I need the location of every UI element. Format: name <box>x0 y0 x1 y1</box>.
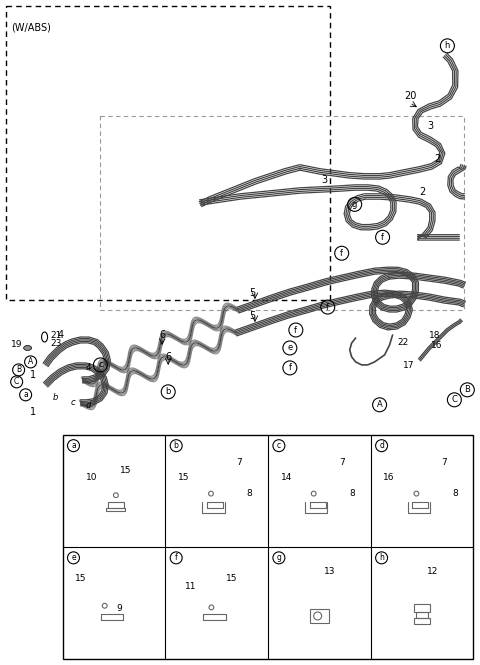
Text: 12: 12 <box>427 567 438 576</box>
Text: b: b <box>166 387 171 396</box>
Text: h: h <box>379 553 384 563</box>
Text: d: d <box>86 401 91 410</box>
Text: e: e <box>71 553 76 563</box>
Bar <box>414 604 430 612</box>
Text: f: f <box>288 363 291 372</box>
Text: C: C <box>452 395 457 404</box>
Text: g: g <box>276 553 281 563</box>
Text: 15: 15 <box>178 473 190 482</box>
Text: f: f <box>175 553 178 563</box>
Bar <box>62 435 473 659</box>
Text: 18: 18 <box>430 331 441 340</box>
Text: d: d <box>379 441 384 450</box>
Text: f: f <box>340 249 343 258</box>
Bar <box>310 608 329 623</box>
Bar <box>6 6 330 300</box>
Text: f: f <box>326 303 329 312</box>
Text: c: c <box>277 441 281 450</box>
Text: 20: 20 <box>405 90 417 100</box>
Text: 21: 21 <box>50 331 62 340</box>
Text: 17: 17 <box>403 361 415 370</box>
Text: c: c <box>98 360 103 369</box>
Text: f: f <box>294 325 297 334</box>
Text: 4: 4 <box>85 363 91 372</box>
Text: 15: 15 <box>75 574 87 583</box>
Text: b: b <box>174 441 179 450</box>
Text: 6: 6 <box>159 330 165 340</box>
Text: 7: 7 <box>339 458 345 467</box>
Text: h: h <box>444 41 450 51</box>
Text: B: B <box>16 365 21 374</box>
Text: 8: 8 <box>452 489 458 497</box>
Text: 6: 6 <box>165 352 171 362</box>
Text: 10: 10 <box>85 473 97 482</box>
Ellipse shape <box>24 345 32 350</box>
Text: 19: 19 <box>11 340 23 349</box>
Text: A: A <box>28 357 33 366</box>
Text: 7: 7 <box>236 458 242 467</box>
Text: 23: 23 <box>50 339 62 348</box>
Text: 11: 11 <box>185 582 197 591</box>
Text: C: C <box>14 377 19 386</box>
Text: 2: 2 <box>420 188 426 198</box>
Text: 4: 4 <box>58 330 63 340</box>
Text: a: a <box>23 390 28 399</box>
Text: B: B <box>465 385 470 394</box>
Text: 16: 16 <box>384 473 395 482</box>
Text: 15: 15 <box>226 574 238 583</box>
Text: 2: 2 <box>434 154 441 164</box>
Text: (W/ABS): (W/ABS) <box>11 23 50 33</box>
Text: 5: 5 <box>249 311 255 321</box>
Text: 13: 13 <box>324 567 336 576</box>
Bar <box>414 618 430 624</box>
Text: 5: 5 <box>249 288 255 298</box>
Bar <box>416 612 428 618</box>
Text: f: f <box>381 233 384 242</box>
Text: 3: 3 <box>322 176 328 186</box>
Text: 14: 14 <box>281 473 292 482</box>
Text: 9: 9 <box>116 604 122 613</box>
Text: 1: 1 <box>30 407 36 417</box>
Text: a: a <box>71 441 76 450</box>
Text: 7: 7 <box>442 458 447 467</box>
Text: 22: 22 <box>397 338 409 347</box>
Text: 3: 3 <box>428 120 433 130</box>
Text: 8: 8 <box>349 489 355 497</box>
Text: A: A <box>377 400 383 409</box>
Text: 1: 1 <box>30 370 36 380</box>
Bar <box>100 116 464 310</box>
Text: b: b <box>53 393 58 402</box>
Text: g: g <box>352 200 357 209</box>
Text: 15: 15 <box>120 466 132 475</box>
Text: e: e <box>287 343 292 352</box>
Text: 16: 16 <box>432 341 443 350</box>
Text: 8: 8 <box>247 489 252 497</box>
Text: c: c <box>70 398 75 407</box>
